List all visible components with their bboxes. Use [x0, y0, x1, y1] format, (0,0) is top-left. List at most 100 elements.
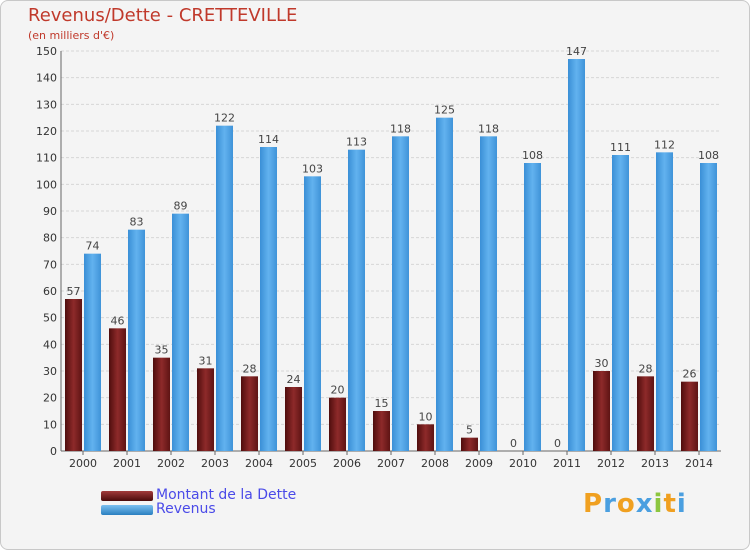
data-label-dette: 35: [155, 344, 169, 357]
data-label-dette: 31: [199, 354, 213, 367]
bar-revenus: [612, 155, 629, 451]
bar-dette: [593, 371, 610, 451]
data-label-revenus: 118: [478, 122, 499, 135]
chart-subtitle: (en milliers d'€): [28, 29, 115, 42]
legend-swatch-dette: [101, 491, 153, 501]
x-tick-label: 2005: [289, 457, 317, 470]
data-label-revenus: 122: [214, 112, 235, 125]
data-label-revenus: 118: [390, 122, 411, 135]
bar-revenus: [392, 136, 409, 452]
data-label-revenus: 74: [86, 240, 100, 253]
x-tick-label: 2008: [421, 457, 449, 470]
data-label-dette: 10: [419, 410, 433, 423]
bar-dette: [285, 387, 302, 451]
data-label-revenus: 113: [346, 136, 367, 149]
bar-dette: [241, 376, 258, 451]
x-tick-label: 2010: [509, 457, 537, 470]
proxiti-logo: Proxiti: [583, 489, 687, 519]
bar-revenus: [480, 136, 497, 452]
bar-revenus: [568, 59, 585, 451]
data-label-dette: 57: [67, 285, 81, 298]
bar-revenus: [700, 163, 717, 451]
bar-dette: [637, 376, 654, 451]
bar-revenus: [304, 176, 321, 452]
data-label-dette: 46: [111, 314, 125, 327]
bar-revenus: [524, 163, 541, 451]
y-tick-label: 30: [43, 365, 57, 378]
logo-letter: i: [676, 489, 687, 519]
y-tick-label: 10: [43, 418, 57, 431]
y-tick-label: 90: [43, 205, 57, 218]
data-label-revenus: 125: [434, 104, 455, 117]
bar-revenus: [436, 117, 453, 452]
bar-dette: [109, 328, 126, 451]
x-tick-label: 2006: [333, 457, 361, 470]
bar-dette: [417, 424, 434, 451]
data-label-revenus: 147: [566, 45, 587, 58]
y-tick-label: 70: [43, 258, 57, 271]
y-tick-label: 130: [36, 98, 57, 111]
data-label-revenus: 108: [698, 149, 719, 162]
data-label-dette: 24: [287, 373, 301, 386]
y-tick-label: 140: [36, 72, 57, 85]
data-label-dette: 26: [683, 368, 697, 381]
y-tick-label: 80: [43, 232, 57, 245]
y-tick-label: 40: [43, 338, 57, 351]
y-tick-label: 50: [43, 312, 57, 325]
y-tick-label: 60: [43, 285, 57, 298]
data-label-revenus: 83: [130, 216, 144, 229]
bar-dette: [373, 411, 390, 451]
data-label-dette: 15: [375, 397, 389, 410]
data-label-revenus: 112: [654, 138, 675, 151]
bar-dette: [65, 299, 82, 451]
plot-area: [61, 51, 721, 451]
logo-letter: P: [583, 489, 604, 519]
x-tick-label: 2003: [201, 457, 229, 470]
logo-letter: t: [663, 489, 677, 519]
x-tick-label: 2014: [685, 457, 713, 470]
data-label-dette: 20: [331, 384, 345, 397]
logo-letter: x: [635, 489, 654, 519]
legend-label-revenus: Revenus: [156, 501, 216, 517]
bar-dette: [197, 368, 214, 451]
legend-swatch-revenus: [101, 505, 153, 515]
data-label-revenus: 114: [258, 133, 279, 146]
bar-dette: [329, 397, 346, 451]
y-tick-label: 20: [43, 392, 57, 405]
bar-dette: [153, 357, 170, 451]
data-label-dette: 5: [466, 424, 473, 437]
bar-revenus: [216, 125, 233, 452]
x-tick-label: 2009: [465, 457, 493, 470]
logo-letter: i: [653, 489, 664, 519]
x-tick-label: 2002: [157, 457, 185, 470]
bar-revenus: [172, 213, 189, 451]
x-tick-label: 2001: [113, 457, 141, 470]
bar-revenus: [84, 253, 101, 451]
y-tick-label: 150: [36, 45, 57, 58]
bar-dette: [681, 381, 698, 451]
data-label-dette: 0: [510, 437, 517, 450]
data-label-revenus: 111: [610, 141, 631, 154]
data-label-revenus: 108: [522, 149, 543, 162]
x-tick-label: 2004: [245, 457, 273, 470]
logo-letter: o: [616, 489, 636, 519]
y-tick-label: 0: [50, 445, 57, 458]
x-tick-label: 2011: [553, 457, 581, 470]
bar-revenus: [260, 147, 277, 451]
chart-title: Revenus/Dette - CRETTEVILLE: [28, 5, 298, 26]
data-label-dette: 30: [595, 357, 609, 370]
data-label-revenus: 103: [302, 162, 323, 175]
data-label-dette: 28: [243, 362, 257, 375]
data-label-revenus: 89: [174, 200, 188, 213]
logo-letter: r: [603, 489, 617, 519]
legend-label-dette: Montant de la Dette: [156, 487, 297, 503]
x-tick-label: 2000: [69, 457, 97, 470]
bar-revenus: [128, 229, 145, 451]
y-tick-label: 120: [36, 125, 57, 138]
data-label-dette: 0: [554, 437, 561, 450]
bar-dette: [461, 437, 478, 451]
x-tick-label: 2007: [377, 457, 405, 470]
bar-revenus: [348, 149, 365, 451]
